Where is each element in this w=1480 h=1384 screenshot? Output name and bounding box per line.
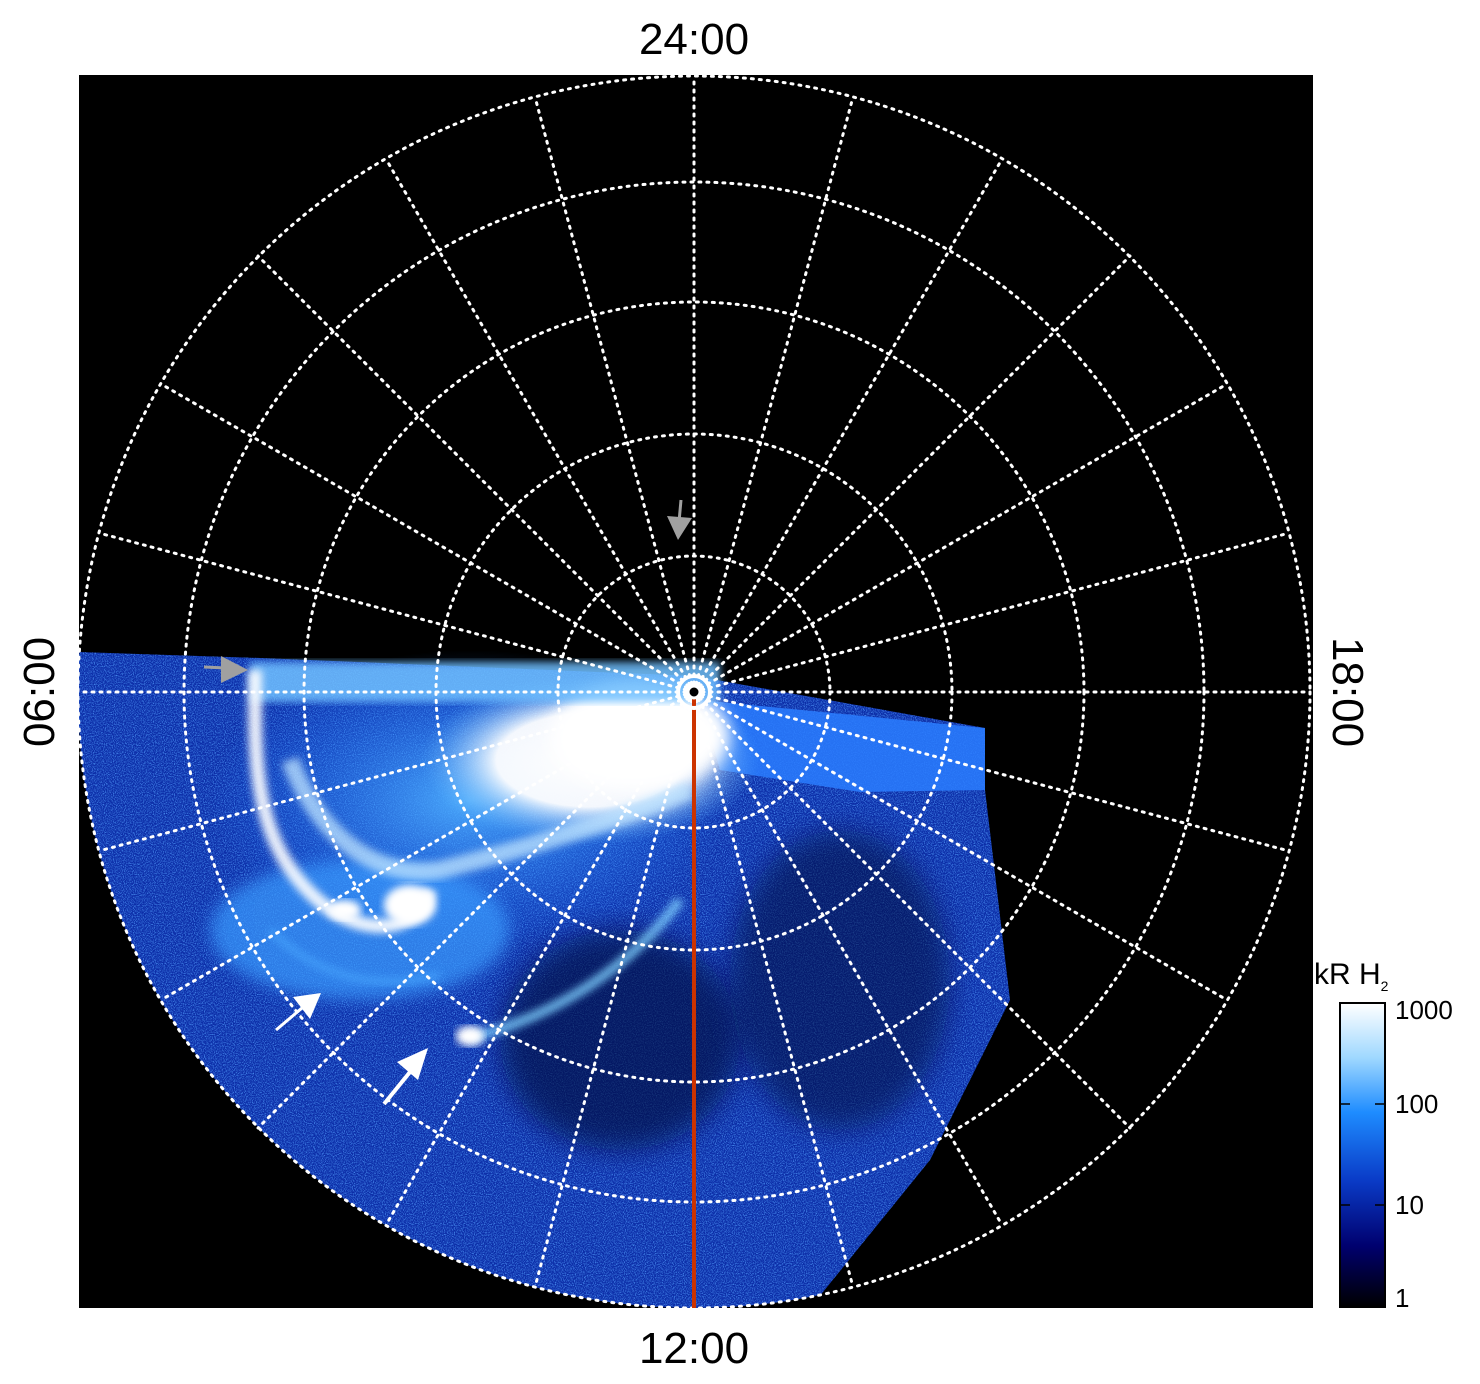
label-dusk: 18:00 [1323,636,1372,748]
bright-spot [384,885,436,925]
colorbar-tick-label: 10 [1395,1190,1424,1220]
dusk-band [700,700,985,792]
outer-arc [267,927,441,986]
pole-marker [676,674,712,710]
colorbar [1339,1002,1386,1308]
white-arrow-lower [382,1048,428,1106]
label-midnight: 24:00 [638,15,750,64]
bright-spot [329,900,361,920]
local-time-grid [79,75,1312,1308]
dark-patch [730,830,950,1130]
colorbar-tick-label: 1 [1395,1283,1410,1313]
upper-band [250,662,720,702]
label-dawn: 06:00 [15,636,64,748]
colorbar-tick-label: 1000 [1395,995,1453,1025]
gray-arrow-left [203,656,248,683]
dark-patch [500,930,740,1150]
bright-spot [456,1026,484,1046]
pole-dot [686,684,702,700]
gray-arrow-top [667,499,692,540]
white-arrow-lower-left [275,993,321,1032]
colorbar-title: kR H2 [1314,958,1389,994]
label-noon: 12:00 [638,1324,750,1373]
colorbar-ticks [1340,1103,1385,1206]
colorbar-tick-label: 100 [1395,1089,1439,1119]
